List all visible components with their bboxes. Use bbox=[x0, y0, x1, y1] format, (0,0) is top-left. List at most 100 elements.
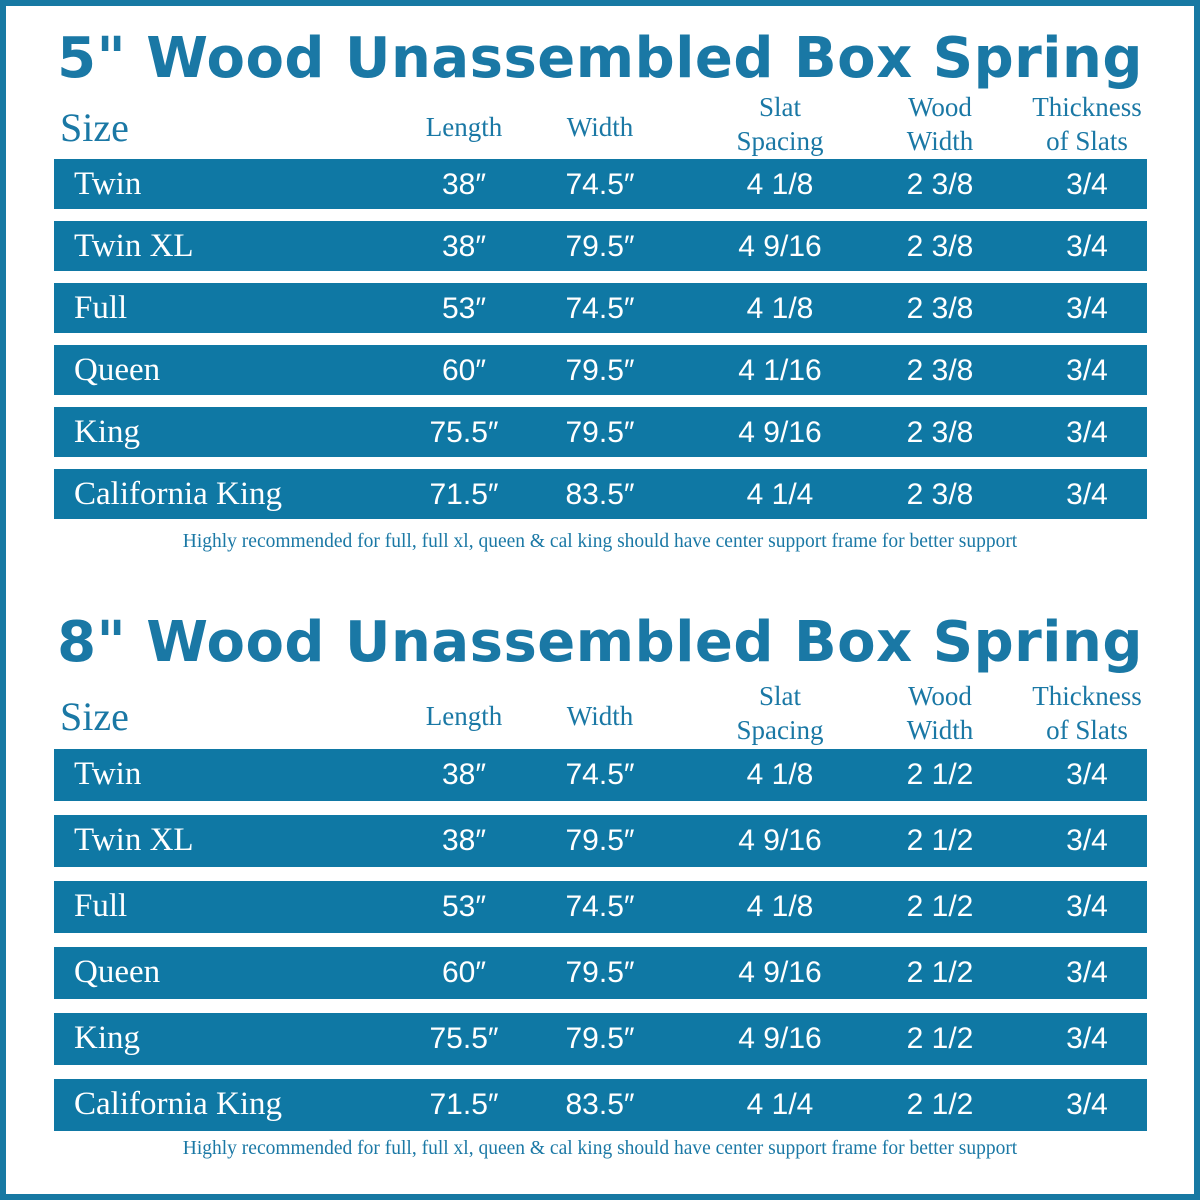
cell-value: 79.5″ bbox=[565, 354, 635, 387]
cell-value: 3/4 bbox=[1066, 354, 1108, 387]
header-line: Spacing bbox=[736, 715, 824, 745]
header-line: of Slats bbox=[1046, 715, 1128, 745]
header-line: Width bbox=[566, 112, 634, 142]
cell-value: 75.5″ bbox=[429, 416, 499, 449]
size-name: Twin bbox=[74, 166, 142, 202]
row-bar bbox=[54, 749, 1147, 801]
header-cell: Slat Spacing bbox=[690, 679, 870, 747]
size-name: California King bbox=[74, 1086, 283, 1122]
section-title: 5" Wood Unassembled Box Spring bbox=[57, 26, 1143, 91]
cell-value: 71.5″ bbox=[429, 1088, 499, 1121]
header-line: Spacing bbox=[736, 126, 824, 156]
cell-value: 3/4 bbox=[1066, 758, 1108, 791]
cell-value: 4 9/16 bbox=[738, 1022, 822, 1055]
cell-value: 3/4 bbox=[1066, 168, 1108, 201]
row-bar bbox=[54, 407, 1147, 457]
section-title: 8" Wood Unassembled Box Spring bbox=[57, 610, 1143, 675]
cell-value: 2 1/2 bbox=[906, 890, 974, 923]
header-line: Wood bbox=[908, 681, 972, 711]
cell-value: 3/4 bbox=[1066, 416, 1108, 449]
size-name: Twin bbox=[74, 756, 142, 792]
cell-value: 2 1/2 bbox=[906, 1022, 974, 1055]
header-line: Width bbox=[906, 715, 974, 745]
header-line: Thickness bbox=[1032, 92, 1142, 122]
cell-value: 4 1/8 bbox=[746, 890, 814, 923]
cell-value: 38″ bbox=[442, 758, 486, 791]
header-line: Slat bbox=[758, 681, 801, 711]
header-cell: Thickness of Slats bbox=[997, 90, 1177, 158]
cell-value: 3/4 bbox=[1066, 292, 1108, 325]
size-name: Full bbox=[74, 888, 128, 924]
row-bar bbox=[54, 947, 1147, 999]
size-name: King bbox=[74, 414, 140, 450]
header-line: Wood bbox=[908, 92, 972, 122]
cell-value: 2 1/2 bbox=[906, 956, 974, 989]
cell-value: 3/4 bbox=[1066, 890, 1108, 923]
cell-value: 3/4 bbox=[1066, 230, 1108, 263]
cell-value: 2 1/2 bbox=[906, 1088, 974, 1121]
row-bar bbox=[54, 1079, 1147, 1131]
header-line: of Slats bbox=[1046, 126, 1128, 156]
cell-value: 4 1/4 bbox=[746, 478, 814, 511]
header-cell: Size bbox=[60, 694, 129, 739]
cell-value: 74.5″ bbox=[565, 292, 635, 325]
cell-value: 79.5″ bbox=[565, 416, 635, 449]
size-name: California King bbox=[74, 476, 283, 512]
row-bar bbox=[54, 345, 1147, 395]
header-cell: Wood Width bbox=[850, 90, 1030, 158]
header-line: Slat bbox=[758, 92, 801, 122]
row-bar bbox=[54, 1013, 1147, 1065]
cell-value: 3/4 bbox=[1066, 824, 1108, 857]
cell-value: 4 9/16 bbox=[738, 824, 822, 857]
cell-value: 3/4 bbox=[1066, 956, 1108, 989]
cell-value: 4 9/16 bbox=[738, 416, 822, 449]
size-name: Queen bbox=[74, 352, 161, 388]
cell-value: 2 3/8 bbox=[906, 354, 974, 387]
row-bar bbox=[54, 469, 1147, 519]
header-cell: Length bbox=[374, 699, 554, 733]
cell-value: 2 3/8 bbox=[906, 416, 974, 449]
size-name: Full bbox=[74, 290, 128, 326]
cell-value: 79.5″ bbox=[565, 956, 635, 989]
header-cell: Thickness of Slats bbox=[997, 679, 1177, 747]
size-name: Twin XL bbox=[74, 822, 194, 858]
cell-value: 60″ bbox=[442, 354, 486, 387]
row-bar bbox=[54, 159, 1147, 209]
cell-value: 4 1/8 bbox=[746, 758, 814, 791]
cell-value: 79.5″ bbox=[565, 230, 635, 263]
cell-value: 2 3/8 bbox=[906, 168, 974, 201]
cell-value: 83.5″ bbox=[565, 478, 635, 511]
cell-value: 3/4 bbox=[1066, 1022, 1108, 1055]
cell-value: 4 1/8 bbox=[746, 168, 814, 201]
cell-value: 2 3/8 bbox=[906, 292, 974, 325]
cell-value: 53″ bbox=[442, 292, 486, 325]
header-line: Length bbox=[425, 112, 503, 142]
cell-value: 74.5″ bbox=[565, 890, 635, 923]
row-bar bbox=[54, 815, 1147, 867]
cell-value: 60″ bbox=[442, 956, 486, 989]
cell-value: 53″ bbox=[442, 890, 486, 923]
cell-value: 2 1/2 bbox=[906, 758, 974, 791]
cell-value: 71.5″ bbox=[429, 478, 499, 511]
header-cell: Width bbox=[510, 699, 690, 733]
header-cell: Length bbox=[374, 110, 554, 144]
footnote: Highly recommended for full, full xl, qu… bbox=[182, 531, 1018, 552]
cell-value: 4 9/16 bbox=[738, 956, 822, 989]
cell-value: 4 1/4 bbox=[746, 1088, 814, 1121]
size-name: Twin XL bbox=[74, 228, 194, 264]
row-bar bbox=[54, 881, 1147, 933]
header-line: Thickness bbox=[1032, 681, 1142, 711]
cell-value: 4 9/16 bbox=[738, 230, 822, 263]
header-cell: Wood Width bbox=[850, 679, 1030, 747]
header-cell: Width bbox=[510, 110, 690, 144]
header-cell: Size bbox=[60, 105, 129, 150]
cell-value: 74.5″ bbox=[565, 758, 635, 791]
cell-value: 4 1/8 bbox=[746, 292, 814, 325]
cell-value: 75.5″ bbox=[429, 1022, 499, 1055]
footnote: Highly recommended for full, full xl, qu… bbox=[182, 1138, 1018, 1159]
cell-value: 38″ bbox=[442, 824, 486, 857]
size-name: King bbox=[74, 1020, 140, 1056]
row-bar bbox=[54, 283, 1147, 333]
cell-value: 79.5″ bbox=[565, 1022, 635, 1055]
cell-value: 2 3/8 bbox=[906, 230, 974, 263]
